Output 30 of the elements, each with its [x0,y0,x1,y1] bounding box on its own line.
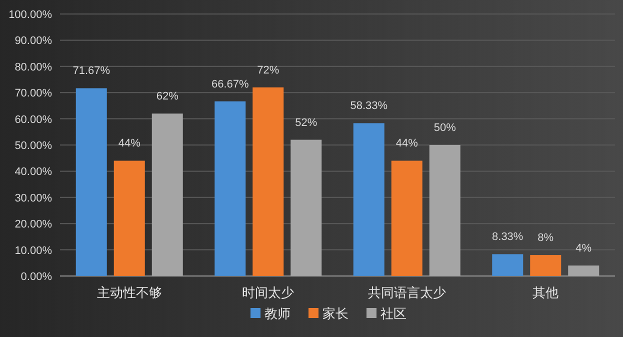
data-label: 66.67% [211,78,249,90]
data-label: 50% [434,122,456,134]
y-tick-label: 90.00% [14,35,52,48]
legend-label: 教师 [264,306,290,321]
x-tick-label: 主动性不够 [96,285,162,300]
data-label: 44% [118,138,141,150]
data-label: 58.33% [350,100,388,112]
y-tick-label: 80.00% [14,61,52,74]
data-label: 8% [538,232,554,244]
y-tick-label: 40.00% [14,166,52,178]
y-tick-label: 60.00% [14,114,52,126]
data-label: 72% [257,64,280,76]
y-tick-label: 30.00% [14,192,52,204]
data-label: 4% [576,242,592,255]
legend-label: 家长 [322,306,348,321]
data-label: 44% [396,138,418,150]
x-tick-label: 共同语言太少 [368,285,446,300]
data-label: 62% [156,90,179,103]
x-tick-label: 其他 [532,285,559,300]
y-tick-label: 100.00% [8,9,52,21]
y-tick-label: 20.00% [14,218,52,231]
y-tick-label: 50.00% [14,140,52,152]
data-label: 71.67% [72,65,110,78]
y-tick-label: 70.00% [14,88,52,100]
data-label: 8.33% [492,231,524,244]
y-tick-label: 10.00% [14,244,52,257]
data-label: 52% [295,116,318,129]
y-tick-label: 0.00% [20,271,52,283]
legend-label: 社区 [380,306,406,321]
x-tick-label: 时间太少 [242,285,294,300]
